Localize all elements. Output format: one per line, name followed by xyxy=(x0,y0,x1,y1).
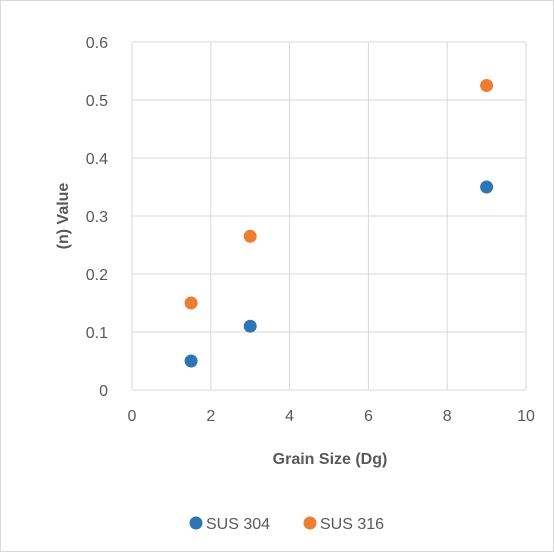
y-tick-label: 0 xyxy=(99,383,108,400)
x-tick-label: 6 xyxy=(364,408,373,425)
tick-layer: 0 0.1 0.2 0.3 0.4 0.5 0.6 0 2 4 6 8 10 xyxy=(86,35,535,425)
x-tick-label: 2 xyxy=(206,408,215,425)
x-tick-label: 10 xyxy=(517,408,535,425)
y-tick-label: 0.6 xyxy=(86,35,108,52)
y-tick-label: 0.2 xyxy=(86,267,108,284)
data-point-sus-304 xyxy=(243,319,257,333)
y-tick-label: 0.5 xyxy=(86,93,108,110)
y-tick-label: 0.4 xyxy=(86,151,108,168)
x-axis-title: Grain Size (Dg) xyxy=(273,451,388,468)
legend-marker xyxy=(303,516,317,530)
x-tick-label: 8 xyxy=(443,408,452,425)
x-tick-label: 4 xyxy=(285,408,294,425)
y-tick-label: 0.1 xyxy=(86,325,108,342)
data-point-sus-304 xyxy=(184,354,198,368)
legend-marker xyxy=(189,516,203,530)
y-axis-title: (n) Value xyxy=(55,183,72,250)
legend: SUS 304 SUS 316 xyxy=(189,516,384,533)
data-point-sus-316 xyxy=(243,229,257,243)
legend-label: SUS 304 xyxy=(206,516,270,533)
legend-item-0: SUS 304 xyxy=(189,516,270,533)
data-point-sus-304 xyxy=(480,180,494,194)
grid-layer xyxy=(131,41,527,391)
legend-label: SUS 316 xyxy=(320,516,384,533)
point-layer xyxy=(184,79,494,368)
legend-item-1: SUS 316 xyxy=(303,516,384,533)
x-tick-label: 0 xyxy=(128,408,137,425)
data-point-sus-316 xyxy=(480,79,494,92)
y-tick-label: 0.3 xyxy=(86,209,108,226)
data-point-sus-316 xyxy=(184,296,198,310)
